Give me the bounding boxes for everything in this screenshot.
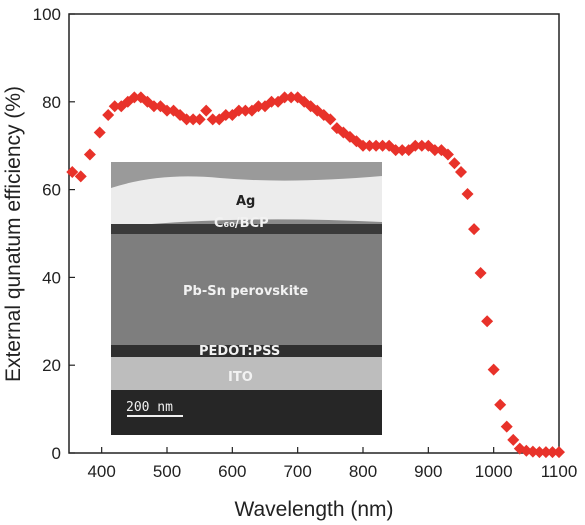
y-tick-label: 60: [42, 181, 61, 200]
data-points: [66, 91, 565, 459]
data-point-diamond: [102, 108, 115, 121]
axis-ticks: 400 500 600 700 800 900 1000 1100 0 20 40 60 80 100: [33, 5, 578, 481]
data-point-diamond: [396, 144, 409, 157]
data-point-diamond: [147, 100, 160, 113]
ito-layer: [111, 357, 382, 390]
substrate-layer: [111, 390, 382, 435]
data-point-diamond: [66, 166, 79, 179]
data-point-diamond: [206, 113, 219, 126]
data-point-diamond: [219, 108, 232, 121]
data-point-diamond: [74, 170, 87, 183]
data-point-diamond: [370, 139, 383, 152]
x-tick-label: 700: [283, 462, 311, 481]
data-point-diamond: [533, 446, 546, 459]
data-point-diamond: [468, 223, 481, 236]
inset-label-perovskite: Pb-Sn perovskite: [183, 284, 308, 299]
data-point-diamond: [252, 100, 265, 113]
data-point-diamond: [324, 113, 337, 126]
data-point-diamond: [108, 100, 121, 113]
data-point-diamond: [494, 398, 507, 411]
data-point-diamond: [376, 139, 389, 152]
data-point-diamond: [161, 104, 173, 117]
data-point-diamond: [546, 446, 559, 459]
data-point-diamond: [428, 144, 441, 157]
data-point-diamond: [285, 91, 298, 104]
data-point-diamond: [526, 445, 539, 458]
data-point-diamond: [93, 126, 106, 139]
x-tick-label: 900: [414, 462, 442, 481]
y-tick-label: 100: [33, 5, 61, 24]
plot-frame: [68, 13, 560, 454]
data-point-diamond: [474, 267, 487, 280]
x-tick-label: 1100: [541, 462, 578, 481]
data-point-diamond: [409, 139, 422, 152]
x-tick-label: 800: [349, 462, 377, 481]
x-axis-title: Wavelength (nm): [234, 498, 393, 521]
data-point-diamond: [193, 113, 206, 126]
data-point-diamond: [83, 148, 96, 161]
pedot-pss-layer: [111, 345, 382, 357]
data-point-diamond: [500, 420, 513, 433]
x-tick-label: 400: [87, 462, 115, 481]
data-point-diamond: [487, 363, 500, 376]
data-point-diamond: [455, 166, 467, 179]
y-tick-label: 20: [42, 356, 61, 375]
data-point-diamond: [461, 187, 474, 200]
data-point-diamond: [363, 139, 376, 152]
data-point-diamond: [128, 91, 141, 104]
perovskite-layer: [111, 234, 382, 346]
data-point-diamond: [481, 315, 494, 328]
data-point-diamond: [448, 157, 461, 170]
data-point-diamond: [278, 91, 291, 104]
data-point-diamond: [389, 144, 402, 157]
data-point-diamond: [232, 104, 245, 117]
data-point-diamond: [200, 104, 213, 117]
ag-bright-layer: [111, 176, 382, 228]
x-tick-label: 500: [153, 462, 181, 481]
y-axis-title: External qunatum efficiency (%): [2, 86, 25, 382]
data-point-diamond: [415, 139, 428, 152]
inset-label-c60-bcp: C₆₀/BCP: [214, 216, 269, 231]
data-point-diamond: [265, 95, 278, 108]
scale-bar-label: 200 nm: [126, 400, 173, 415]
y-tick-label: 0: [52, 444, 61, 463]
c60-bcp-layer: [111, 224, 382, 234]
data-point-diamond: [187, 113, 200, 126]
y-tick-label: 80: [42, 93, 61, 112]
data-point-diamond: [239, 104, 252, 117]
x-tick-label: 1000: [475, 462, 513, 481]
inset-label-ito: ITO: [228, 370, 253, 385]
data-point-diamond: [180, 113, 193, 126]
data-point-diamond: [553, 446, 565, 459]
tem-inset: Ag C₆₀/BCP Pb-Sn perovskite PEDOT:PSS IT…: [111, 162, 382, 435]
inset-label-ag: Ag: [236, 194, 255, 209]
data-point-diamond: [539, 446, 552, 459]
x-tick-label: 600: [218, 462, 246, 481]
data-point-diamond: [507, 433, 520, 446]
inset-label-pedot-pss: PEDOT:PSS: [199, 344, 280, 359]
data-point-diamond: [441, 148, 454, 161]
data-point-diamond: [357, 139, 369, 152]
y-tick-label: 40: [42, 268, 61, 287]
